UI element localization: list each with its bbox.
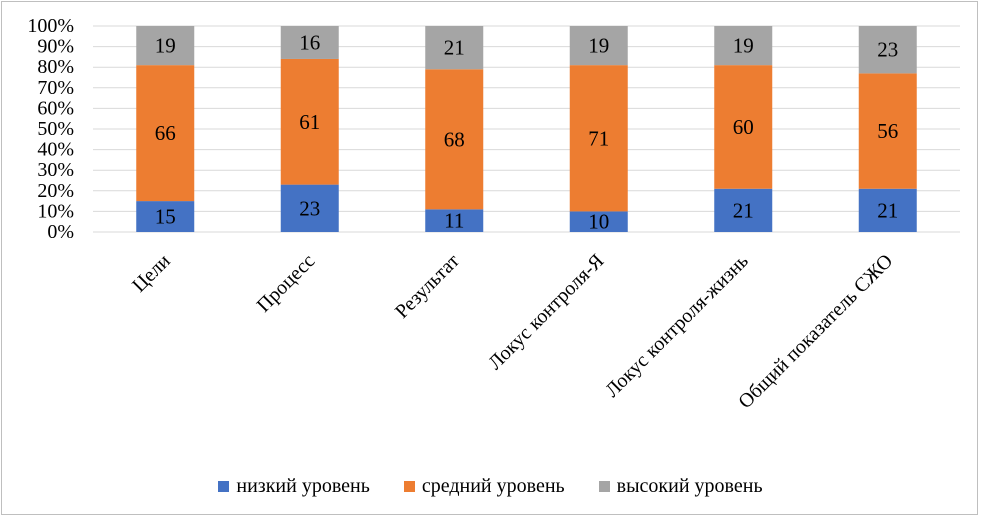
data-label: 71 [588,126,609,150]
y-tick-label: 40% [37,139,74,161]
data-label: 56 [877,119,898,143]
bar-segment [858,188,917,232]
data-label: 61 [299,110,320,134]
bar-segment [280,184,339,232]
data-label: 21 [877,198,898,222]
legend-item-low: низкий уровень [218,474,370,498]
y-tick-label: 80% [37,56,74,78]
legend-label-low: низкий уровень [236,474,370,497]
bar-segment [569,26,628,66]
bar-segment [858,26,917,74]
data-label: 19 [588,34,609,58]
bar-segment [425,69,484,210]
data-label: 66 [155,121,176,145]
data-label: 21 [733,198,754,222]
y-tick-label: 10% [37,200,74,222]
legend-swatch-high [598,480,610,492]
data-label: 15 [155,205,176,229]
data-label: 23 [299,196,320,220]
bar-segment [569,65,628,212]
stacked-bar-chart: 0%10%20%30%40%50%60%70%80%90%100% 15 66 19… [27,15,960,413]
gridlines [93,25,960,233]
y-tick-label: 100% [27,15,74,37]
legend-item-high: высокий уровень [598,474,763,498]
bar-segment [714,26,773,66]
y-tick-label: 60% [37,97,74,119]
y-tick-label: 70% [37,77,74,99]
bar-segment [858,73,917,189]
bars [136,26,917,232]
x-axis: Цели Процесс Результат Локус контроля-ЯЛоку… [128,250,897,413]
bar-segment [425,209,484,232]
y-tick-label: 90% [37,36,74,58]
bar-segment [136,65,195,202]
legend-label-high: высокий уровень [616,474,763,497]
x-category-label: Процесс [253,250,320,317]
data-label: 10 [588,210,609,234]
y-tick-label: 50% [37,118,74,140]
data-label: 11 [444,209,464,233]
legend-swatch-low [218,480,230,492]
bar-segment [280,58,339,185]
y-tick-label: 20% [37,180,74,202]
legend-item-medium: средний уровень [403,474,565,498]
y-axis: 0%10%20%30%40%50%60%70%80%90%100% [27,15,74,243]
x-category-label: Общий показатель СЖО [734,250,897,413]
x-category-label: Цели [128,250,175,297]
bar-segment [280,26,339,59]
bar-segment [425,26,484,70]
y-tick-label: 0% [47,221,74,243]
data-label: 21 [444,36,465,60]
bar-segment [136,26,195,66]
legend-label-medium: средний уровень [421,474,565,497]
data-label: 19 [733,34,754,58]
legend-swatch-medium [403,480,415,492]
legend: низкий уровень средний уровень высокий у… [0,471,981,501]
bar-segment [136,201,195,232]
bar-segment [714,65,773,189]
x-category-label: Результат [391,250,464,323]
bar-segment [569,211,628,232]
data-label: 23 [877,38,898,62]
data-label: 68 [444,127,465,151]
x-category-label: Локус контроля-Я [484,250,608,374]
y-tick-label: 30% [37,159,74,181]
bar-segment [714,188,773,232]
data-labels: 15 66 19 23 61 16 11 68 21 10 71 19 21 60 19 21 56 23 [155,30,899,233]
data-label: 60 [733,115,754,139]
x-category-label: Локус контроля-жизнь [601,250,753,402]
data-label: 16 [299,30,320,54]
data-label: 19 [155,34,176,58]
